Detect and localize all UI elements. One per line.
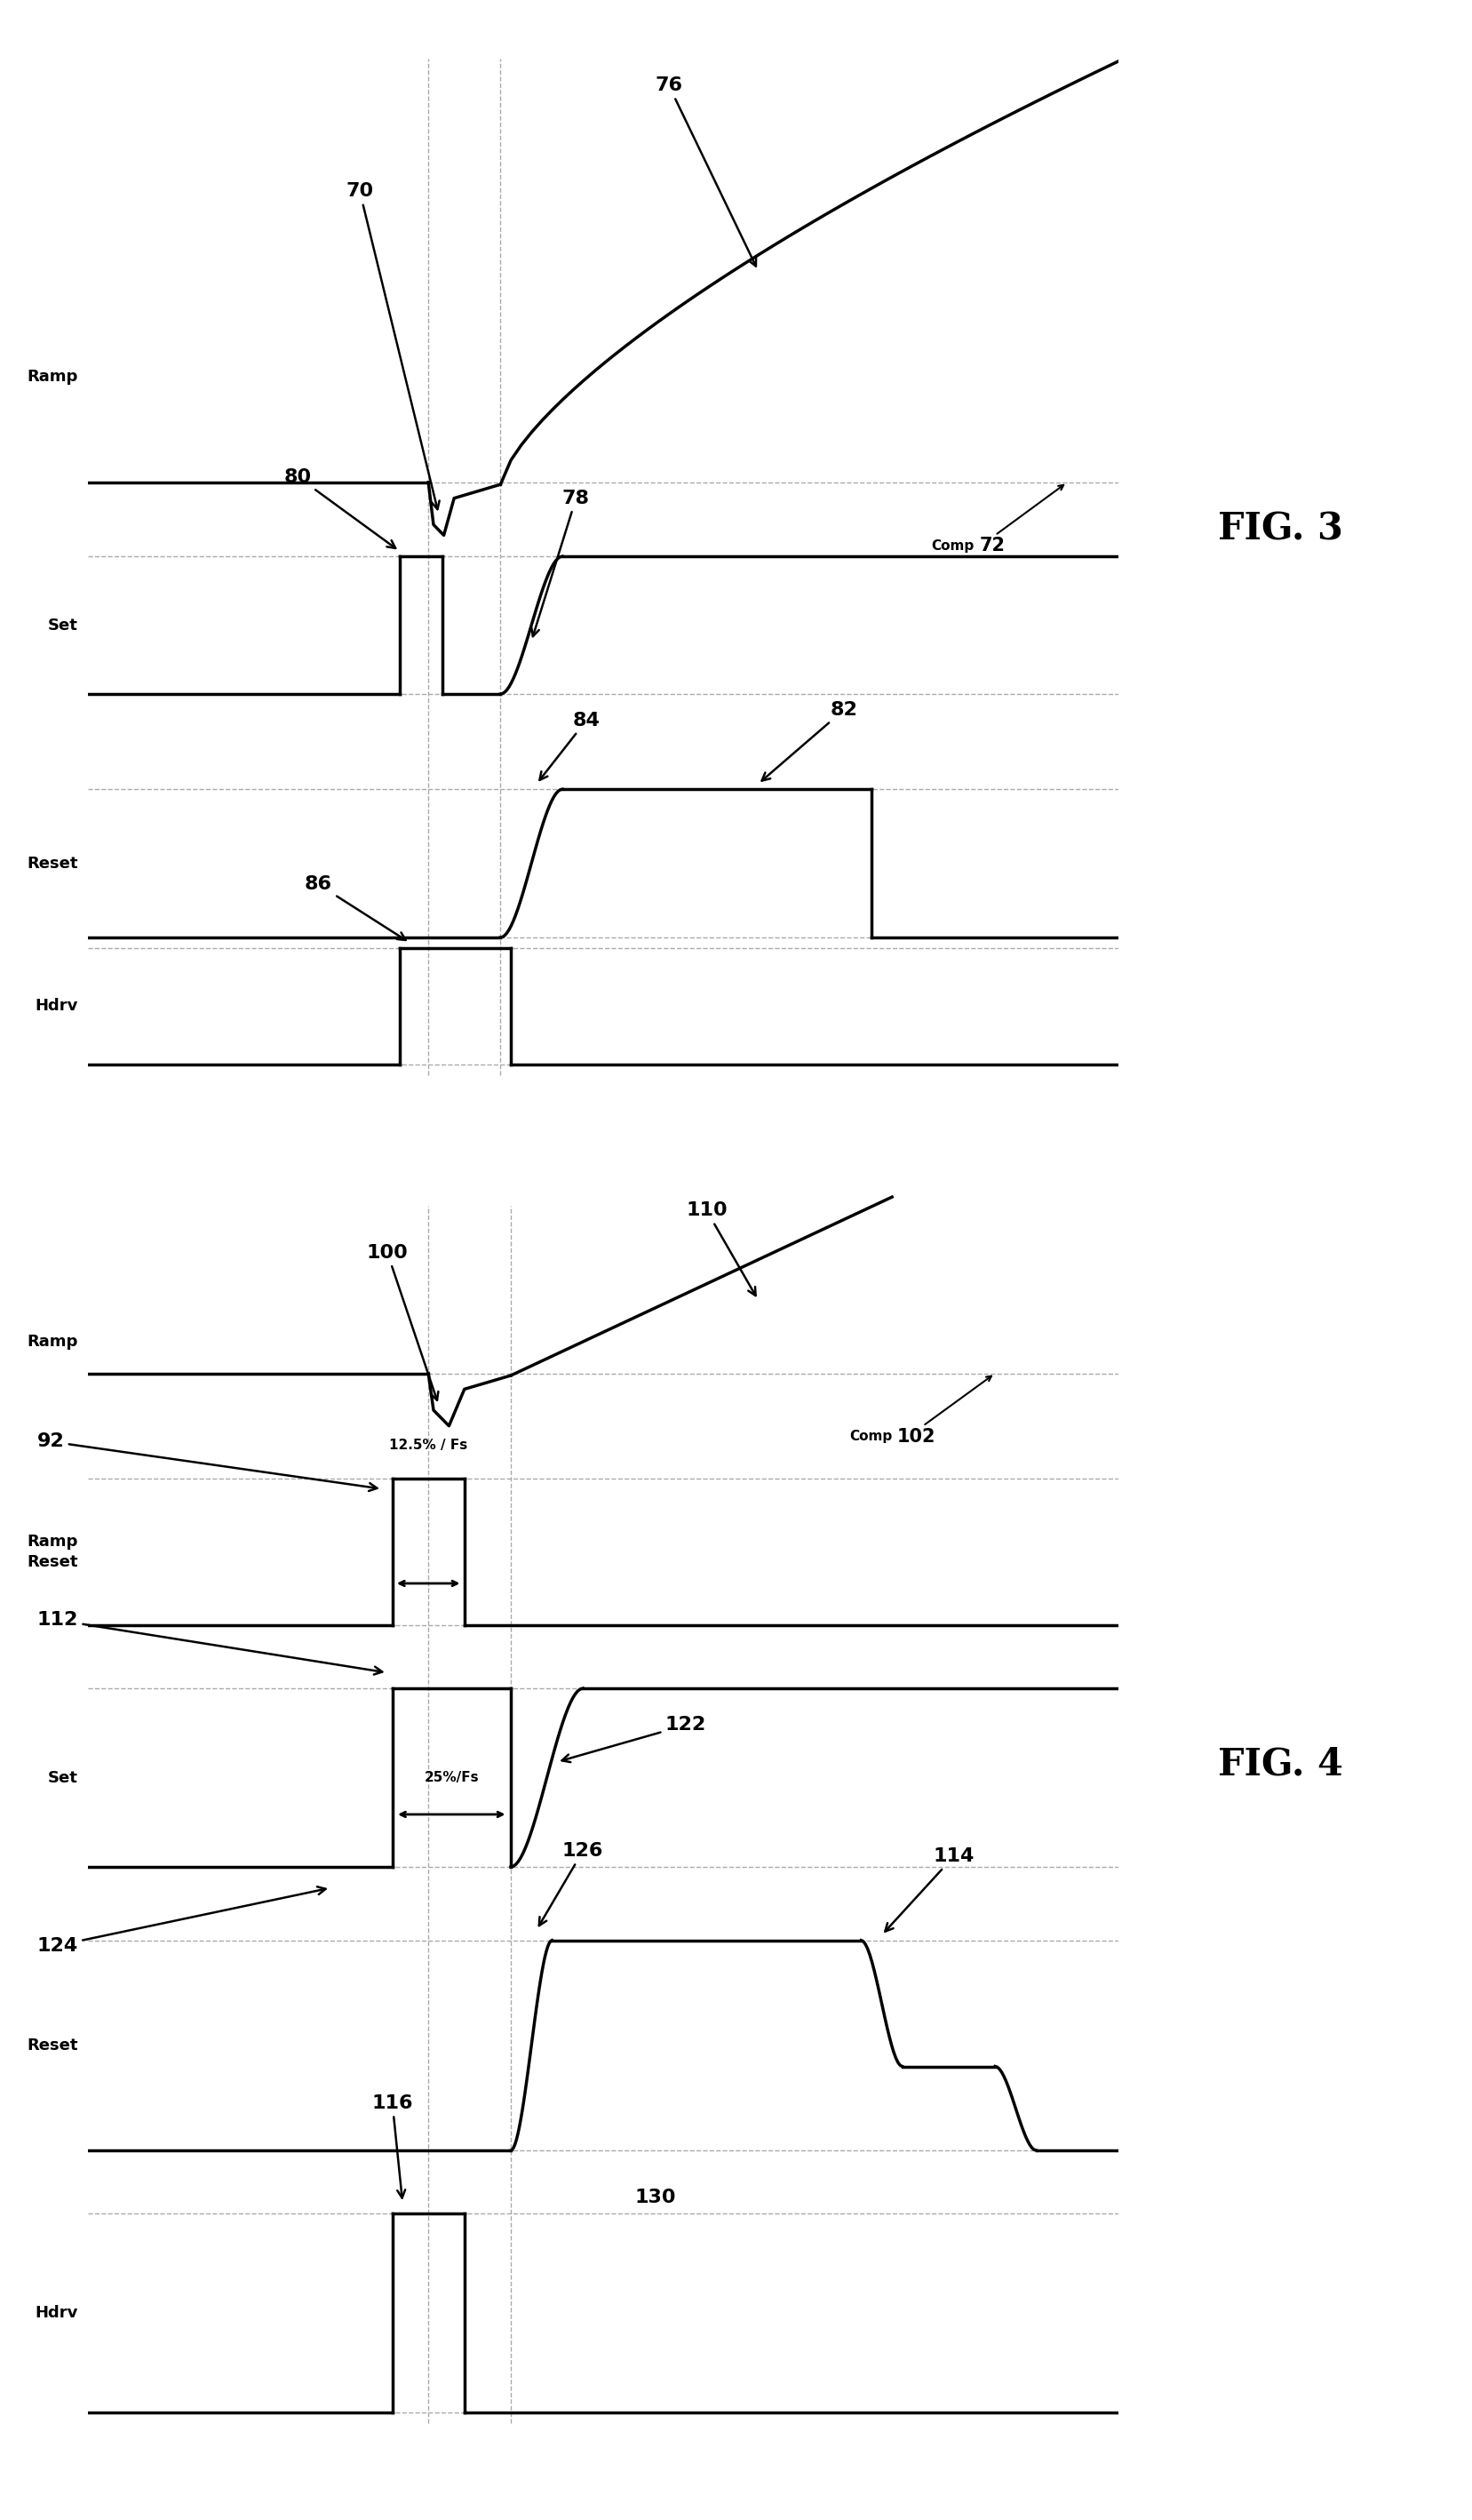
- Text: FIG. 4: FIG. 4: [1217, 1746, 1344, 1782]
- Text: 70: 70: [346, 181, 440, 509]
- Text: 124: 124: [37, 1887, 325, 1956]
- Text: 92: 92: [37, 1434, 377, 1492]
- Text: 76: 76: [655, 76, 757, 267]
- Text: 114: 114: [885, 1847, 974, 1930]
- Text: Comp: Comp: [849, 1429, 892, 1444]
- Text: 25%/Fs: 25%/Fs: [424, 1772, 478, 1784]
- Text: 84: 84: [540, 711, 601, 781]
- Text: Comp: Comp: [932, 539, 974, 552]
- Text: Set: Set: [49, 1769, 78, 1787]
- Text: 116: 116: [371, 2094, 414, 2197]
- Text: 112: 112: [37, 1610, 383, 1673]
- Text: 82: 82: [762, 701, 858, 781]
- Text: 78: 78: [531, 489, 590, 638]
- Text: Reset: Reset: [26, 2036, 78, 2054]
- Text: 80: 80: [284, 469, 396, 549]
- Text: Hdrv: Hdrv: [35, 2306, 78, 2321]
- Text: Set: Set: [49, 617, 78, 633]
- Text: 100: 100: [367, 1245, 439, 1401]
- Text: 130: 130: [634, 2190, 676, 2208]
- Text: FIG. 3: FIG. 3: [1217, 512, 1344, 547]
- Text: 122: 122: [562, 1716, 707, 1761]
- Text: Ramp: Ramp: [26, 368, 78, 386]
- Text: 12.5% / Fs: 12.5% / Fs: [389, 1439, 468, 1452]
- Text: Ramp: Ramp: [26, 1333, 78, 1351]
- Text: 126: 126: [539, 1842, 604, 1925]
- Text: 72: 72: [980, 537, 1005, 554]
- Text: Reset: Reset: [26, 854, 78, 872]
- Text: Ramp
Reset: Ramp Reset: [26, 1535, 78, 1570]
- Text: 86: 86: [305, 874, 406, 940]
- Text: Hdrv: Hdrv: [35, 998, 78, 1013]
- Text: 102: 102: [896, 1426, 936, 1446]
- Text: 110: 110: [686, 1202, 755, 1295]
